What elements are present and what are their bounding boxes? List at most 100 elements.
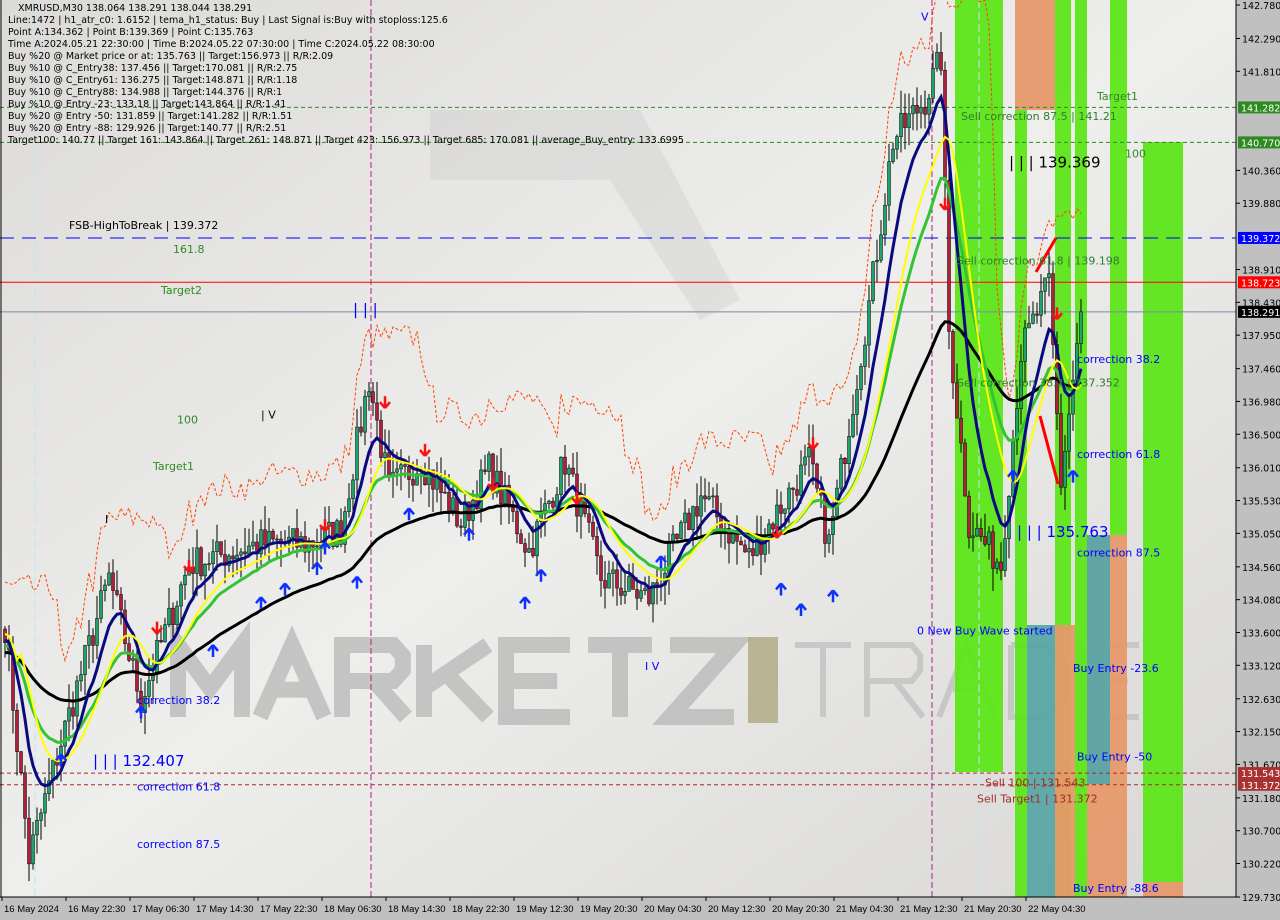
- bearish-candle: [967, 495, 971, 538]
- y-tick-label: 135.530: [1242, 497, 1280, 508]
- zone-band: [1015, 0, 1055, 110]
- bullish-candle: [883, 204, 887, 236]
- bullish-candle: [315, 545, 319, 548]
- chart-annotation: correction 61.8: [1077, 448, 1160, 461]
- chart-annotation: correction 38.2: [137, 694, 220, 707]
- y-tick-label: 134.080: [1242, 596, 1280, 607]
- bearish-candle: [959, 417, 963, 444]
- y-tick-label: 134.560: [1242, 563, 1280, 574]
- bullish-candle: [699, 495, 703, 517]
- info-line: Time A:2024.05.21 22:30:00 | Time B:2024…: [8, 39, 435, 50]
- bearish-candle: [915, 105, 919, 114]
- bullish-candle: [211, 551, 215, 565]
- bearish-candle: [411, 479, 415, 486]
- bearish-candle: [999, 561, 1003, 571]
- y-tick-label: 138.430: [1242, 298, 1280, 309]
- bullish-candle: [103, 584, 107, 591]
- bullish-candle: [395, 468, 399, 473]
- bearish-candle: [91, 635, 95, 646]
- bearish-candle: [507, 484, 511, 508]
- bearish-candle: [1035, 313, 1039, 316]
- info-line: Line:1472 | h1_atr_c0: 1.6152 | tema_h1_…: [8, 15, 448, 26]
- bearish-candle: [431, 469, 435, 490]
- y-tick-label: 132.150: [1242, 728, 1280, 739]
- bullish-candle: [775, 504, 779, 530]
- info-line: Buy %10 @ C_Entry61: 136.275 || Target:1…: [8, 75, 298, 86]
- bullish-candle: [799, 464, 803, 496]
- bullish-candle: [847, 436, 851, 464]
- zone-band: [1075, 0, 1087, 897]
- chart-annotation: | | | 139.369: [1009, 154, 1101, 172]
- bearish-candle: [939, 52, 943, 71]
- x-tick-label: 20 May 04:30: [644, 904, 702, 915]
- bullish-candle: [215, 541, 219, 552]
- watermark-letter: [440, 668, 494, 723]
- bullish-candle: [839, 457, 843, 489]
- bearish-candle: [811, 447, 815, 465]
- bearish-candle: [1051, 273, 1055, 345]
- y-tick-label: 136.500: [1242, 430, 1280, 441]
- y-tick-label: 133.600: [1242, 628, 1280, 639]
- buy-arrow-icon: [255, 596, 267, 610]
- bullish-candle: [579, 499, 583, 517]
- bearish-candle: [219, 541, 223, 555]
- chart-annotation: Sell correction 61.8 | 139.198: [957, 255, 1120, 268]
- sell-arrow-icon: [419, 443, 431, 457]
- price-label: 140.770: [1241, 138, 1280, 149]
- info-line: Buy %10 @ Entry -23: 133.18 || Target:14…: [8, 99, 287, 110]
- price-label-box: [1238, 276, 1280, 289]
- bullish-candle: [547, 500, 551, 504]
- bearish-candle: [743, 544, 747, 553]
- bullish-candle: [235, 554, 239, 560]
- bearish-candle: [1059, 413, 1063, 488]
- bullish-candle: [83, 645, 87, 675]
- x-tick-label: 17 May 06:30: [132, 904, 190, 915]
- chart-annotation: correction 87.5: [137, 838, 220, 851]
- bearish-candle: [519, 533, 523, 544]
- bullish-candle: [931, 68, 935, 99]
- chart-annotation: Target1: [152, 460, 194, 473]
- bearish-candle: [483, 469, 487, 472]
- bullish-candle: [891, 148, 895, 162]
- bullish-candle: [935, 52, 939, 69]
- chart-annotation: Sell 100 | 131.543: [985, 776, 1086, 789]
- watermark-letter: [864, 642, 924, 717]
- bearish-candle: [843, 457, 847, 464]
- chart-annotation: Sell correction 87.5 | 141.21: [961, 110, 1117, 123]
- bullish-candle: [79, 674, 83, 682]
- bullish-candle: [895, 136, 899, 150]
- x-tick-label: 21 May 12:30: [900, 904, 958, 915]
- bullish-candle: [987, 531, 991, 545]
- bearish-candle: [815, 463, 819, 489]
- y-tick-label: 136.980: [1242, 397, 1280, 408]
- bullish-candle: [1079, 311, 1083, 344]
- bullish-candle: [875, 259, 879, 263]
- bearish-candle: [447, 491, 451, 514]
- bullish-candle: [435, 477, 439, 490]
- x-tick-label: 16 May 2024: [4, 904, 59, 915]
- bullish-candle: [527, 548, 531, 553]
- bullish-candle: [1015, 408, 1019, 441]
- bullish-candle: [567, 467, 571, 475]
- bullish-candle: [643, 588, 647, 591]
- watermark-letter: [419, 638, 493, 695]
- info-panel: XMRUSD,M30 138.064 138.291 138.044 138.2…: [8, 3, 684, 147]
- wave-line: [1034, 237, 1060, 485]
- bearish-candle: [511, 506, 515, 512]
- y-tick-label: 129.730: [1242, 893, 1280, 904]
- bearish-candle: [571, 467, 575, 475]
- bearish-candle: [923, 107, 927, 115]
- x-tick-label: 18 May 06:30: [324, 904, 382, 915]
- bullish-candle: [503, 484, 507, 504]
- bearish-candle: [551, 500, 555, 508]
- bullish-candle: [831, 515, 835, 535]
- chart-annotation: Sell correction 38.2 | 137.352: [957, 376, 1120, 389]
- info-line: Buy %20 @ Entry -88: 129.926 || Target:1…: [8, 123, 287, 134]
- x-tick-label: 18 May 22:30: [452, 904, 510, 915]
- y-tick-label: 130.220: [1242, 860, 1280, 871]
- bullish-candle: [1039, 291, 1043, 316]
- sell-arrow-icon: [319, 519, 331, 532]
- bearish-candle: [591, 521, 595, 537]
- price-label: 131.372: [1241, 781, 1280, 792]
